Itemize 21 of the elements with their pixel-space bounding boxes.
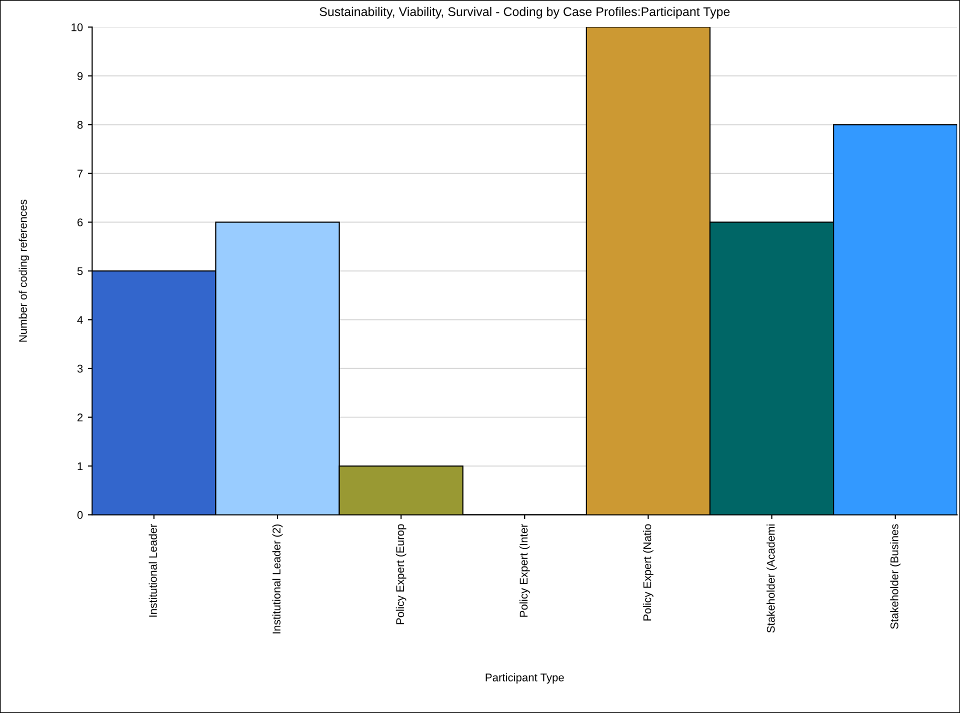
y-tick-label: 8 — [77, 120, 83, 129]
x-axis-title: Participant Type — [486, 673, 564, 684]
x-tick-label: Institutional Leader (2) — [272, 524, 283, 634]
y-tick-label: 7 — [78, 170, 83, 178]
x-tick-label: Institutional Leader — [148, 524, 157, 617]
x-tick-label: Stakeholder (Academi — [766, 524, 777, 633]
y-tick-label: 6 — [78, 218, 83, 226]
chart-title: Sustainability, Viability, Survival - Coding by Case Profiles:Participant Type — [320, 6, 730, 19]
x-tick-label: Policy Expert (Europ — [396, 524, 406, 624]
x-tick-label: Policy Expert (Inter — [519, 524, 530, 617]
y-tick-label: 2 — [78, 414, 83, 422]
x-tick-label: Stakeholder (Busines — [890, 524, 901, 629]
y-tick-label: 10 — [72, 23, 83, 32]
y-tick-label: 3 — [77, 364, 83, 373]
y-tick-label: 9 — [77, 72, 83, 80]
x-tick-label: Policy Expert (Natio — [643, 524, 654, 620]
y-axis-title: Number of coding references — [18, 200, 30, 342]
y-tick-label: 1 — [78, 462, 83, 470]
y-tick-label: 4 — [77, 316, 83, 324]
y-tick-label: 0 — [77, 511, 83, 519]
y-tick-label: 5 — [77, 267, 83, 276]
